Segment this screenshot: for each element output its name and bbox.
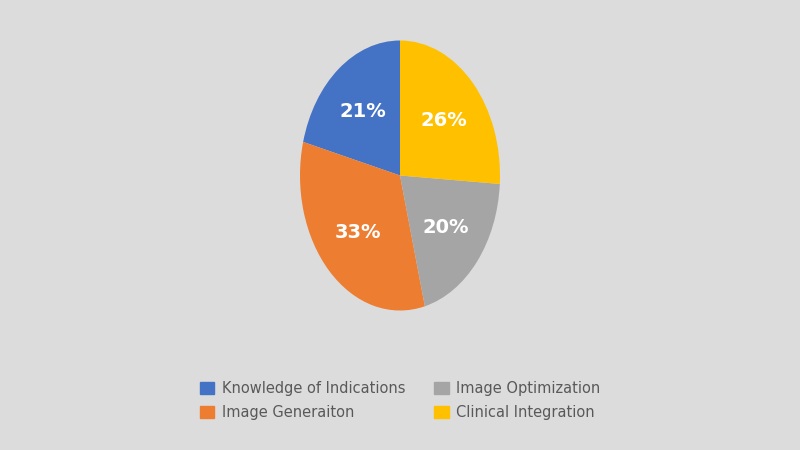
Wedge shape [303, 40, 400, 176]
Wedge shape [400, 176, 500, 306]
Text: 33%: 33% [334, 223, 381, 242]
Text: 20%: 20% [423, 218, 470, 237]
Text: 21%: 21% [340, 102, 386, 121]
Text: 26%: 26% [420, 111, 467, 130]
Wedge shape [300, 142, 425, 310]
Wedge shape [400, 40, 500, 184]
Legend: Knowledge of Indications, Image Generaiton, Image Optimization, Clinical Integra: Knowledge of Indications, Image Generait… [194, 375, 606, 426]
